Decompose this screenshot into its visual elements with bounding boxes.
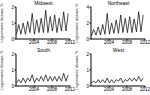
svg-text:2: 2 [86,52,89,57]
svg-text:2008: 2008 [47,87,58,92]
svg-text:2012: 2012 [140,87,142,92]
svg-text:2012: 2012 [140,40,142,45]
svg-text:1: 1 [11,68,14,73]
svg-text:2008: 2008 [47,40,58,45]
svg-text:0: 0 [86,37,89,42]
svg-text:2004: 2004 [104,87,115,92]
svg-text:Legionnaires' disease, %: Legionnaires' disease, % [75,51,79,90]
html-text:Northeast: Northeast [107,0,130,6]
svg-text:2004: 2004 [104,40,115,45]
svg-text:2004: 2004 [29,87,40,92]
svg-text:2: 2 [86,21,89,26]
svg-text:2008: 2008 [122,40,133,45]
svg-text:1: 1 [11,21,14,26]
svg-text:2004: 2004 [29,40,40,45]
html-text:West: West [112,47,125,53]
svg-text:0: 0 [86,84,89,89]
html-text:Midwest: Midwest [34,0,53,6]
svg-text:0: 0 [11,84,14,89]
svg-text:1: 1 [86,68,89,73]
svg-text:Legionnaires' disease, %: Legionnaires' disease, % [75,4,79,43]
svg-text:2012: 2012 [65,87,75,92]
svg-text:4: 4 [86,5,89,10]
svg-text:2: 2 [11,5,14,10]
html-text:South: South [37,47,50,53]
svg-text:0: 0 [11,37,14,42]
svg-text:2012: 2012 [65,40,75,45]
svg-text:2008: 2008 [122,87,133,92]
svg-text:2: 2 [11,52,14,57]
